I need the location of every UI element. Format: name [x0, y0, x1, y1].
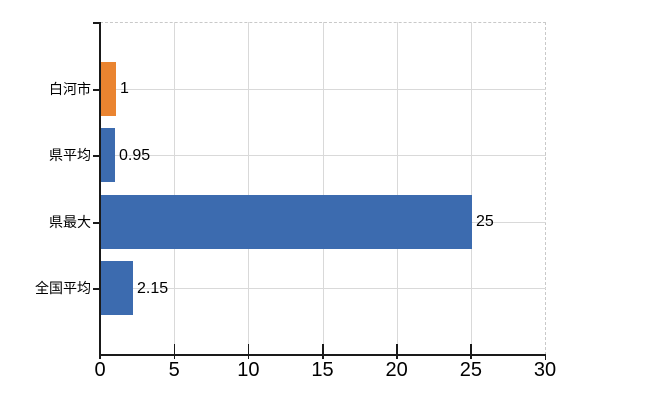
v-gridline — [396, 22, 398, 355]
y-tick — [93, 222, 100, 224]
y-tick — [93, 288, 100, 290]
category-label-3: 全国平均 — [35, 280, 91, 296]
x-tick-label-5: 25 — [459, 359, 482, 381]
x-tick-label-4: 20 — [385, 359, 408, 381]
v-gridline — [174, 22, 176, 355]
plot-right-border — [545, 22, 546, 355]
bar-3 — [101, 261, 133, 315]
v-gridline — [248, 22, 250, 355]
h-gridline — [101, 155, 546, 156]
x-tick — [173, 344, 176, 359]
x-tick-label-2: 10 — [237, 359, 260, 381]
value-label-1: 0.95 — [119, 147, 151, 164]
y-tick — [93, 22, 100, 24]
bar-1 — [101, 128, 115, 182]
y-tick — [93, 155, 100, 157]
v-gridline — [322, 22, 324, 355]
value-label-0: 1 — [120, 80, 129, 97]
x-tick — [544, 355, 546, 360]
x-tick-label-1: 5 — [168, 359, 180, 381]
v-gridline — [470, 22, 472, 355]
x-tick — [247, 344, 250, 359]
h-gridline — [101, 89, 546, 90]
bar-0 — [101, 62, 116, 116]
category-label-2: 県最大 — [49, 214, 91, 230]
x-tick-label-0: 0 — [94, 359, 106, 381]
value-label-2: 25 — [476, 213, 494, 230]
h-gridline — [101, 288, 546, 289]
category-label-1: 県平均 — [49, 147, 91, 163]
x-tick-label-3: 15 — [311, 359, 334, 381]
x-tick-label-6: 30 — [533, 359, 557, 381]
x-tick — [470, 344, 472, 359]
x-tick — [322, 344, 324, 359]
category-label-0: 白河市 — [49, 81, 91, 97]
value-label-3: 2.15 — [137, 280, 169, 297]
y-tick — [93, 89, 100, 91]
y-axis — [99, 22, 101, 359]
bar-2 — [101, 195, 472, 249]
x-tick — [396, 344, 398, 359]
